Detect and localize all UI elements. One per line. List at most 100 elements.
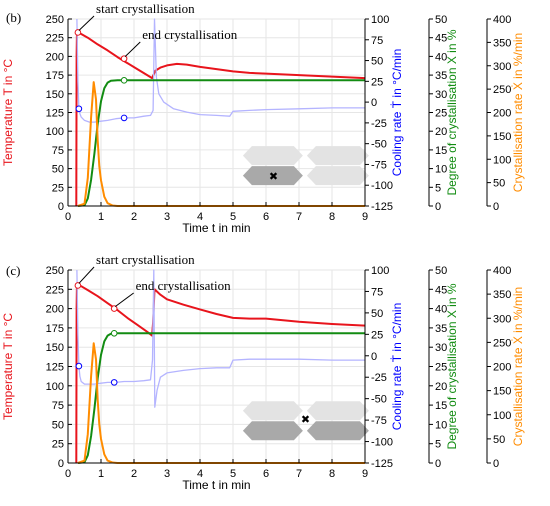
tick-label-temperature: 125 — [46, 108, 64, 120]
tick-label-temperature: 50 — [52, 419, 64, 431]
tick-label-cooling-rate: 50 — [371, 308, 383, 320]
tick-label-crystallisation-rate: 50 — [493, 178, 505, 190]
mould-cavity-light — [306, 166, 369, 186]
marker-temperature — [120, 55, 128, 62]
tick-label-degree-of-crystallisation: 50 — [435, 14, 447, 26]
tick-label-degree-of-crystallisation: 20 — [435, 126, 447, 138]
tick-label-time: 3 — [164, 211, 170, 223]
tick-label-time: 1 — [98, 468, 104, 480]
tick-label-degree-of-crystallisation: 40 — [435, 304, 447, 316]
tick-label-degree-of-crystallisation: 30 — [435, 342, 447, 354]
annotation-start-crystallisation: start crystallisation — [96, 252, 195, 267]
tick-label-cooling-rate: -75 — [371, 415, 387, 427]
tick-label-cooling-rate: -100 — [371, 437, 393, 449]
axis-title-temperature: Temperature T in °C — [1, 59, 15, 166]
tick-label-cooling-rate: 75 — [371, 286, 383, 298]
tick-label-degree-of-crystallisation: 10 — [435, 419, 447, 431]
mould-cavity-dark — [306, 421, 369, 441]
tick-label-cooling-rate: 25 — [371, 329, 383, 341]
tick-label-time: 5 — [230, 468, 236, 480]
mould-cavity-light — [306, 401, 369, 421]
tick-label-crystallisation-rate: 400 — [493, 14, 511, 26]
tick-label-time: 6 — [263, 468, 269, 480]
axis-title-time: Time t in min — [182, 221, 250, 235]
tick-label-crystallisation-rate: 250 — [493, 84, 511, 96]
annotation-start-crystallisation: start crystallisation — [96, 1, 195, 16]
tick-label-time: 2 — [131, 211, 137, 223]
tick-label-temperature: 100 — [46, 381, 64, 393]
axis-title-crystallisation-rate: Crystallisation rate Ẋ in %/min — [511, 33, 525, 192]
tick-label-temperature: 200 — [46, 304, 64, 316]
tick-label-temperature: 250 — [46, 265, 64, 277]
tick-label-temperature: 0 — [58, 201, 64, 213]
tick-label-time: 3 — [164, 468, 170, 480]
tick-label-time: 0 — [65, 468, 71, 480]
mould-inset: ✖ — [242, 146, 369, 186]
tick-label-time: 9 — [362, 211, 368, 223]
tick-label-cooling-rate: 100 — [371, 14, 389, 26]
axis-title-temperature: Temperature T in °C — [1, 313, 15, 420]
tick-label-degree-of-crystallisation: 35 — [435, 70, 447, 82]
tick-label-time: 2 — [131, 468, 137, 480]
axis-title-degree-of-crystallisation: Degree of crystallisation X in % — [445, 283, 459, 449]
mould-cavity-dark — [242, 421, 303, 441]
panel-label: (c) — [6, 263, 20, 278]
tick-label-cooling-rate: 50 — [371, 56, 383, 68]
marker-cooling_rate — [75, 105, 83, 113]
mould-cavity-light — [306, 146, 369, 166]
annotation-end-crystallisation: end crystallisation — [136, 278, 231, 293]
tick-label-cooling-rate: 25 — [371, 76, 383, 88]
marker-degree — [110, 330, 118, 337]
tick-label-temperature: 225 — [46, 284, 64, 296]
tick-label-time: 8 — [329, 468, 335, 480]
tick-label-temperature: 75 — [52, 400, 64, 412]
tick-label-temperature: 50 — [52, 164, 64, 176]
cross-marker-icon: ✖ — [301, 414, 310, 426]
axis-title-degree-of-crystallisation: Degree of crystallisation X in % — [445, 29, 459, 195]
panel-label: (b) — [6, 10, 21, 25]
marker-temperature — [74, 29, 82, 36]
tick-label-crystallisation-rate: 300 — [493, 313, 511, 325]
tick-label-crystallisation-rate: 150 — [493, 386, 511, 398]
tick-label-temperature: 125 — [46, 362, 64, 374]
mould-cavity-light — [242, 146, 303, 166]
series-line-crystallisation_rate — [77, 342, 365, 464]
series-line-cooling_rate — [76, 269, 365, 408]
mould-cavity-light — [242, 401, 303, 421]
tick-label-time: 7 — [296, 468, 302, 480]
marker-temperature — [74, 282, 82, 289]
tick-label-crystallisation-rate: 0 — [493, 458, 499, 470]
tick-label-degree-of-crystallisation: 45 — [435, 33, 447, 45]
axis-title-cooling-rate: Cooling rate Ṫ in °C/min — [390, 49, 404, 177]
tick-label-crystallisation-rate: 50 — [493, 434, 505, 446]
marker-temperature — [110, 305, 118, 312]
tick-label-degree-of-crystallisation: 50 — [435, 265, 447, 277]
tick-label-degree-of-crystallisation: 25 — [435, 362, 447, 374]
tick-label-cooling-rate: -125 — [371, 201, 393, 213]
axis-title-time: Time t in min — [182, 478, 250, 492]
tick-label-cooling-rate: -125 — [371, 458, 393, 470]
tick-label-time: 4 — [197, 211, 203, 223]
tick-label-time: 8 — [329, 211, 335, 223]
tick-label-crystallisation-rate: 300 — [493, 61, 511, 73]
tick-label-cooling-rate: -100 — [371, 180, 393, 192]
tick-label-crystallisation-rate: 350 — [493, 289, 511, 301]
series-line-crystallisation_rate — [77, 81, 365, 207]
tick-label-temperature: 100 — [46, 126, 64, 138]
tick-label-temperature: 225 — [46, 33, 64, 45]
tick-label-cooling-rate: 0 — [371, 351, 377, 363]
tick-label-temperature: 200 — [46, 51, 64, 63]
tick-label-temperature: 175 — [46, 70, 64, 82]
tick-label-degree-of-crystallisation: 45 — [435, 284, 447, 296]
tick-label-degree-of-crystallisation: 10 — [435, 164, 447, 176]
tick-label-crystallisation-rate: 150 — [493, 131, 511, 143]
tick-label-time: 5 — [230, 211, 236, 223]
tick-label-cooling-rate: 0 — [371, 97, 377, 109]
chart-panel-c: (c) ✖ start crystallisation end crystallisa… — [1, 252, 525, 492]
tick-label-crystallisation-rate: 350 — [493, 37, 511, 49]
annotation-leader — [114, 292, 134, 308]
tick-label-cooling-rate: 100 — [371, 265, 389, 277]
tick-label-time: 1 — [98, 211, 104, 223]
tick-label-degree-of-crystallisation: 15 — [435, 145, 447, 157]
